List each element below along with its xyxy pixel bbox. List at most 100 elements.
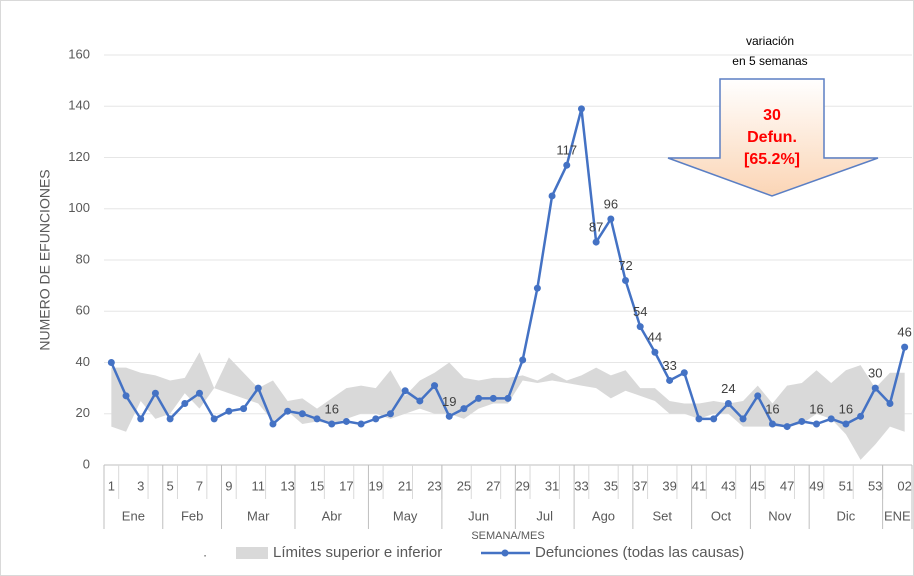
point bbox=[372, 415, 380, 423]
point bbox=[151, 389, 159, 397]
x-tick-label: 45 bbox=[751, 478, 765, 493]
point bbox=[871, 384, 879, 392]
point bbox=[181, 400, 189, 407]
y-tick-label: 140 bbox=[68, 98, 90, 113]
x-tick-label: 1 bbox=[108, 478, 115, 493]
x-tick-label: 19 bbox=[369, 478, 383, 493]
x-tick-label: 02 bbox=[897, 478, 911, 493]
point bbox=[622, 277, 630, 284]
group-label: Oct bbox=[711, 508, 732, 523]
legend-dot bbox=[501, 549, 509, 557]
x-tick-label: 7 bbox=[196, 478, 203, 493]
point bbox=[357, 420, 365, 428]
data-label: 72 bbox=[618, 258, 632, 273]
point bbox=[548, 192, 556, 200]
point bbox=[695, 415, 703, 423]
point bbox=[563, 161, 571, 169]
x-tick-label: 3 bbox=[137, 478, 144, 493]
point bbox=[783, 423, 791, 431]
y-tick-label: 40 bbox=[76, 354, 90, 369]
point bbox=[489, 394, 497, 402]
point bbox=[166, 415, 174, 423]
point bbox=[240, 405, 248, 413]
x-tick-label: 53 bbox=[868, 478, 882, 493]
point bbox=[416, 397, 424, 405]
y-tick-label: 20 bbox=[76, 405, 90, 420]
point bbox=[210, 415, 218, 423]
annotation-heading: en 5 semanas bbox=[732, 54, 807, 68]
group-label: Ago bbox=[592, 508, 615, 523]
x-tick-label: 27 bbox=[486, 478, 500, 493]
data-label: 33 bbox=[662, 358, 676, 373]
point bbox=[842, 420, 850, 428]
x-axis-label: SEMANA/MES bbox=[471, 530, 544, 542]
x-tick-label: 41 bbox=[692, 478, 706, 493]
group-label: Abr bbox=[322, 508, 343, 523]
point bbox=[798, 417, 806, 425]
x-tick-label: 31 bbox=[545, 478, 559, 493]
legend-label: Defunciones (todas las causas) bbox=[535, 544, 744, 561]
x-tick-label: 43 bbox=[721, 478, 735, 493]
group-label: Jul bbox=[536, 508, 553, 523]
group-label: Nov bbox=[768, 508, 792, 523]
x-tick-label: 37 bbox=[633, 478, 647, 493]
point bbox=[401, 387, 409, 395]
point bbox=[445, 412, 453, 420]
point bbox=[813, 420, 821, 428]
point bbox=[607, 215, 615, 223]
point bbox=[519, 356, 527, 364]
point bbox=[710, 415, 718, 423]
annotation-text: [65.2%] bbox=[744, 151, 800, 168]
data-label: 30 bbox=[868, 366, 882, 381]
point bbox=[475, 394, 483, 402]
x-tick-label: 33 bbox=[574, 478, 588, 493]
y-tick-label: 0 bbox=[83, 456, 90, 471]
point bbox=[901, 343, 909, 351]
x-tick-label: 25 bbox=[457, 478, 471, 493]
x-tick-label: 11 bbox=[252, 478, 266, 493]
point bbox=[107, 359, 115, 366]
data-label: 24 bbox=[721, 381, 735, 396]
legend-label: Límites superior e inferior bbox=[273, 544, 442, 561]
annotation: variación en 5 semanas 30 Defun. [65.2%] bbox=[667, 34, 879, 197]
point bbox=[636, 323, 644, 331]
x-tick-label: 9 bbox=[225, 478, 232, 493]
point bbox=[298, 410, 306, 418]
annotation-text: Defun. bbox=[747, 129, 797, 146]
y-tick-label: 160 bbox=[68, 46, 90, 61]
x-tick-label: 5 bbox=[166, 478, 173, 493]
point bbox=[533, 284, 541, 292]
point bbox=[386, 410, 394, 418]
point bbox=[460, 405, 468, 413]
point bbox=[739, 415, 747, 423]
point bbox=[768, 420, 776, 428]
point bbox=[886, 400, 894, 407]
group-label: Feb bbox=[181, 508, 203, 523]
point bbox=[328, 420, 336, 428]
y-axis-label: NUMERO DE EFUNCIONES bbox=[37, 169, 53, 350]
x-tick-label: 29 bbox=[515, 478, 529, 493]
x-tick-label: 47 bbox=[780, 478, 794, 493]
data-label: 46 bbox=[897, 325, 911, 340]
point bbox=[254, 384, 262, 392]
y-tick-label: 80 bbox=[76, 251, 90, 266]
data-label: 87 bbox=[589, 220, 603, 235]
point bbox=[827, 415, 835, 423]
point bbox=[342, 417, 350, 425]
x-tick-label: 35 bbox=[604, 478, 618, 493]
group-label: ENE bbox=[884, 508, 911, 523]
annotation-heading: variación bbox=[746, 34, 794, 48]
y-tick-label: 100 bbox=[68, 200, 90, 215]
point bbox=[592, 238, 600, 246]
point bbox=[504, 394, 512, 402]
data-label: 16 bbox=[765, 401, 779, 416]
group-label: Dic bbox=[837, 508, 856, 523]
group-label: Ene bbox=[122, 508, 145, 523]
data-label: 44 bbox=[648, 330, 662, 345]
y-tick-label: 60 bbox=[76, 303, 90, 318]
group-label: Set bbox=[652, 508, 672, 523]
point bbox=[195, 389, 203, 397]
x-tick-label: 21 bbox=[398, 478, 412, 493]
point bbox=[577, 105, 585, 113]
point bbox=[651, 348, 659, 356]
